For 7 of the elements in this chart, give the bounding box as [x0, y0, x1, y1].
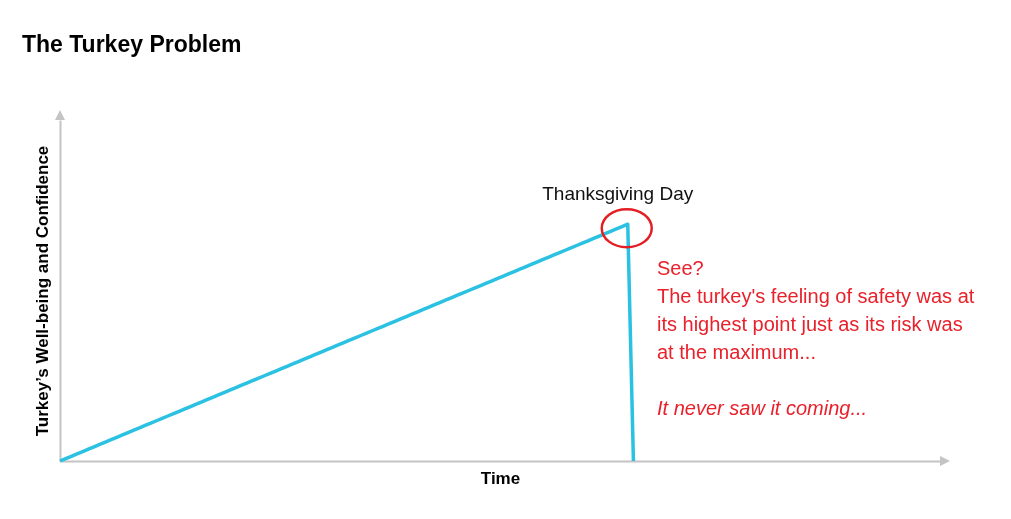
chart-title: The Turkey Problem — [22, 31, 242, 57]
annotation: Thanksgiving Day — [542, 183, 694, 205]
x-axis-title: Time — [480, 468, 521, 488]
annotation: The turkey's feeling of safety was at its highest point just as its risk was at the maximum... — [657, 284, 976, 365]
annotation: It never saw it coming... — [657, 396, 869, 421]
y-axis-title: Turkey’s Well-being and Confidence — [32, 145, 52, 437]
annotation: See? — [657, 256, 705, 281]
